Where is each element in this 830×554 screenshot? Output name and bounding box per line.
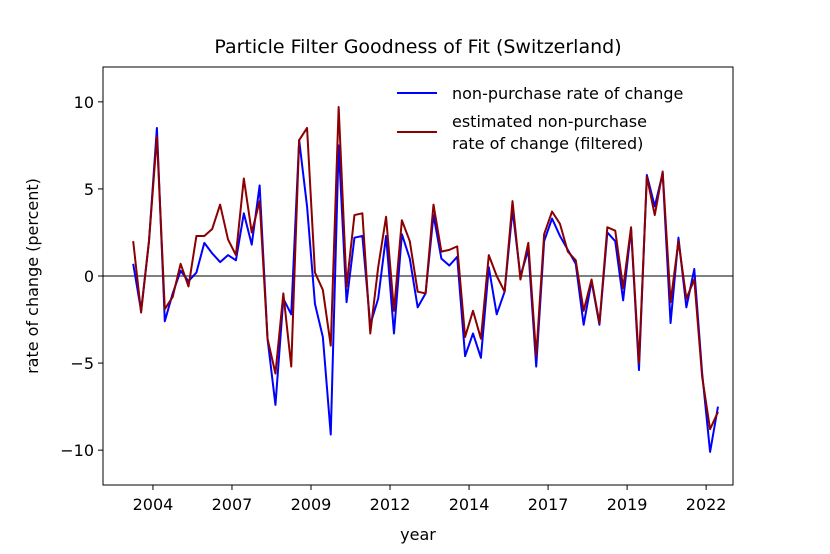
y-tick-label: −10: [60, 441, 94, 460]
legend-label: non-purchase rate of change: [452, 84, 683, 103]
series-line: [132, 106, 719, 431]
x-axis-label: year: [400, 525, 436, 544]
y-tick-label: 0: [84, 267, 94, 286]
x-tick-label: 2019: [607, 495, 648, 514]
x-tick-label: 2007: [212, 495, 253, 514]
chart-title: Particle Filter Goodness of Fit (Switzer…: [214, 36, 621, 58]
x-tick-label: 2004: [133, 495, 174, 514]
x-tick-label: 2014: [449, 495, 490, 514]
x-tick-label: 2012: [370, 495, 411, 514]
y-axis-label: rate of change (percent): [23, 178, 42, 374]
x-tick-label: 2009: [291, 495, 332, 514]
x-tick-label: 2017: [528, 495, 569, 514]
legend-label: estimated non-purchase rate of change (fi…: [452, 112, 647, 153]
y-tick-label: −5: [70, 354, 94, 373]
x-tick-label: 2022: [686, 495, 727, 514]
y-tick-label: 5: [84, 180, 94, 199]
plot-frame: [102, 66, 734, 486]
y-tick-label: 10: [74, 93, 94, 112]
